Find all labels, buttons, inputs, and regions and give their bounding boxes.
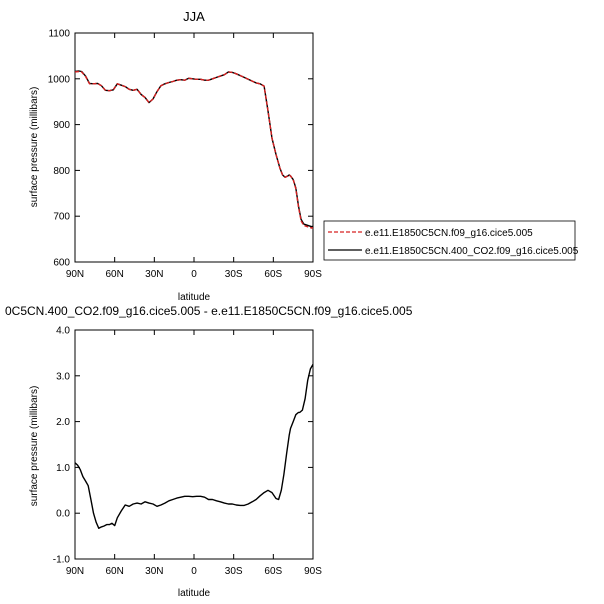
top-y-tick-label: 900: [53, 120, 70, 131]
bottom-y-axis-label: surface pressure (millibars): [29, 386, 40, 507]
bottom-y-tick-label: 2.0: [56, 417, 70, 428]
top-chart-title: JJA: [183, 9, 205, 24]
bottom-x-tick-label: 30N: [145, 566, 163, 577]
bottom-y-tick-label: 1.0: [56, 463, 70, 474]
bottom-x-tick-label: 60N: [105, 566, 123, 577]
top-x-tick-label: 60S: [264, 269, 282, 280]
bottom-x-tick-label: 90N: [66, 566, 84, 577]
top-y-tick-label: 1000: [48, 74, 71, 85]
bottom-y-tick-label: 3.0: [56, 371, 70, 382]
top-y-tick-label: 700: [53, 212, 70, 223]
bottom-y-tick-label: 4.0: [56, 326, 70, 337]
legend-box: [323, 220, 576, 261]
legend-label-series-1: e.e11.E1850C5CN.f09_g16.cice5.005: [365, 228, 533, 239]
top-x-tick-label: 90S: [304, 269, 322, 280]
bottom-chart-title: 0C5CN.400_CO2.f09_g16.cice5.005 - e.e11.…: [5, 304, 413, 318]
legend-label-series-2: e.e11.E1850C5CN.400_CO2.f09_g16.cice5.00…: [365, 246, 579, 257]
top-series-2-line: [74, 70, 314, 228]
legend: e.e11.E1850C5CN.f09_g16.cice5.005 e.e11.…: [323, 220, 579, 261]
top-x-tick-label: 0: [191, 269, 197, 280]
bottom-series-1-line: [74, 364, 314, 529]
top-series-1-line: [74, 70, 314, 229]
top-y-axis-label: surface pressure (millibars): [29, 87, 40, 208]
bottom-y-tick-label: 0.0: [56, 509, 70, 520]
bottom-x-tick-label: 60S: [264, 566, 282, 577]
bottom-x-tick-label: 0: [191, 566, 197, 577]
top-panel: JJA 90N 60N 30N 0 30S 60S 90S 600 700 800 900 1000 1…: [29, 9, 579, 303]
top-x-tick-label: 60N: [105, 269, 123, 280]
bottom-x-tick-label: 90S: [304, 566, 322, 577]
bottom-x-tick-label: 30S: [225, 566, 243, 577]
top-plot-frame: [74, 32, 314, 263]
top-x-tick-label: 30S: [225, 269, 243, 280]
bottom-panel: 0C5CN.400_CO2.f09_g16.cice5.005 - e.e11.…: [5, 304, 413, 599]
top-y-tick-label: 1100: [48, 29, 70, 40]
top-y-tick-label: 800: [53, 166, 70, 177]
bottom-y-tick-label: -1.0: [53, 555, 71, 566]
top-x-tick-label: 90N: [66, 269, 84, 280]
bottom-x-axis-label: latitude: [178, 588, 211, 599]
top-x-tick-label: 30N: [145, 269, 163, 280]
top-y-tick-label: 600: [53, 258, 70, 269]
top-x-axis-label: latitude: [178, 292, 211, 303]
